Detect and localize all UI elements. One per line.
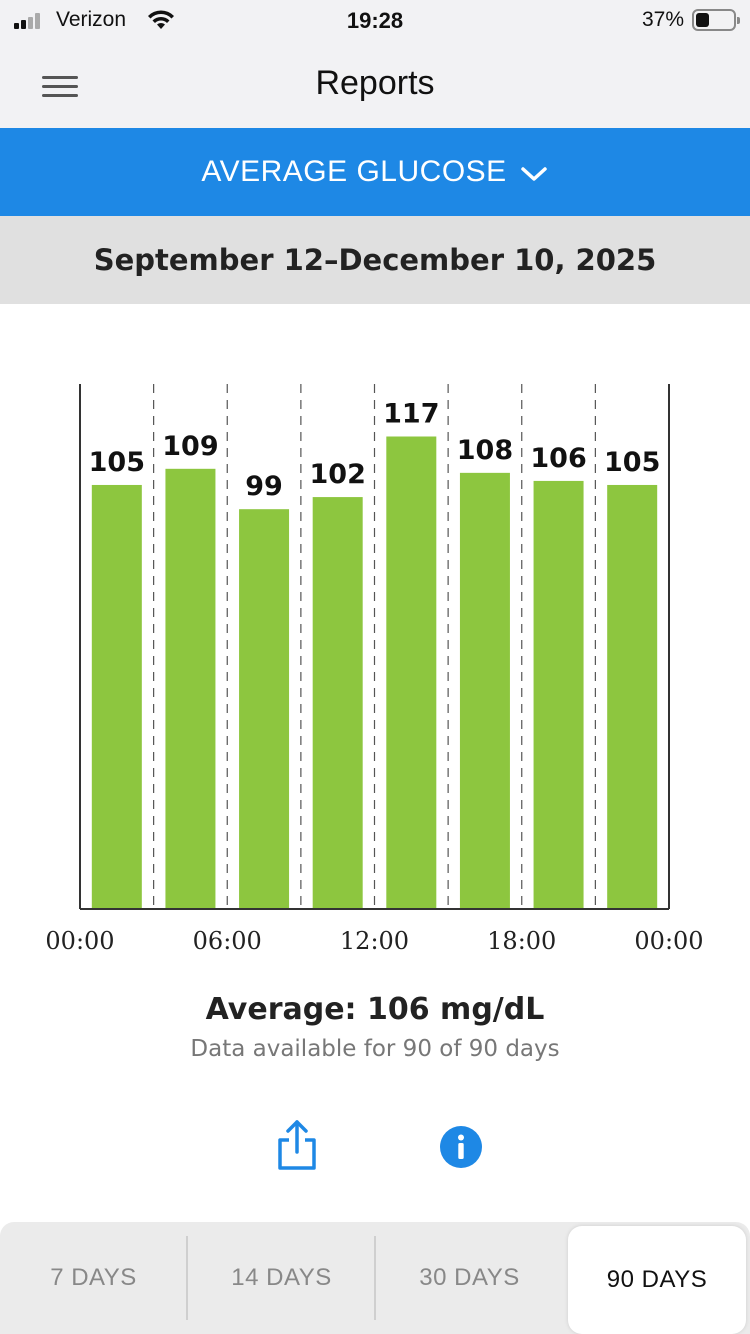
chevron-down-icon [520, 167, 547, 181]
chart-bar [459, 472, 510, 909]
carrier-name: Verizon [56, 8, 127, 31]
signal-strength-icon [14, 13, 48, 29]
bar-value-label: 99 [245, 471, 283, 502]
average-summary: Average: 106 mg/dL [205, 992, 545, 1027]
report-type-dropdown[interactable]: AVERAGE GLUCOSE [0, 128, 750, 216]
header: Reports [0, 40, 750, 128]
hamburger-menu-icon[interactable] [42, 76, 78, 98]
bar-value-label: 117 [383, 399, 439, 430]
wifi-icon [148, 10, 174, 29]
report-type-label: AVERAGE GLUCOSE [201, 155, 507, 188]
page-title: Reports [315, 64, 435, 102]
chart-bar [91, 484, 142, 909]
bar-value-label: 105 [89, 447, 145, 478]
bar-value-label: 106 [530, 443, 586, 474]
chart-bar [312, 497, 363, 909]
x-tick-label: 18:00 [487, 927, 556, 955]
x-tick-label: 06:00 [193, 927, 262, 955]
period-segmented-control: 7 DAYS 14 DAYS 30 DAYS 90 DAYS [0, 1222, 750, 1334]
info-icon[interactable] [440, 1126, 482, 1168]
battery-percent: 37% [641, 8, 684, 31]
tab-90-days[interactable]: 90 DAYS [568, 1226, 746, 1334]
chart-bar [239, 509, 290, 909]
battery-icon [692, 9, 740, 31]
bar-value-label: 109 [162, 431, 218, 462]
bar-value-label: 108 [457, 435, 513, 466]
status-bar: Verizon 19:28 37% [0, 0, 750, 40]
date-range-text: September 12–December 10, 2025 [93, 243, 657, 277]
tab-divider [186, 1236, 188, 1320]
x-tick-label: 00:00 [45, 927, 114, 955]
tab-divider [374, 1236, 376, 1320]
chart-bar [386, 436, 437, 909]
tab-30-days[interactable]: 30 DAYS [419, 1264, 520, 1291]
bar-value-label: 105 [604, 447, 660, 478]
tab-14-days[interactable]: 14 DAYS [231, 1264, 332, 1291]
status-time: 19:28 [346, 8, 404, 33]
chart-bar [165, 468, 216, 909]
chart-bar [533, 480, 584, 909]
chart-bar [607, 484, 658, 909]
date-range-bar: September 12–December 10, 2025 [0, 216, 750, 304]
x-tick-label: 12:00 [340, 927, 409, 955]
x-tick-label: 00:00 [634, 927, 703, 955]
share-icon[interactable] [276, 1118, 318, 1172]
tab-7-days[interactable]: 7 DAYS [50, 1264, 137, 1291]
bar-value-label: 102 [310, 459, 366, 490]
average-glucose-chart: 105 109 99 102 117 108 106 105 00:00 06:00 12:00 18… [45, 384, 704, 955]
data-availability-text: Data available for 90 of 90 days [190, 1036, 560, 1062]
